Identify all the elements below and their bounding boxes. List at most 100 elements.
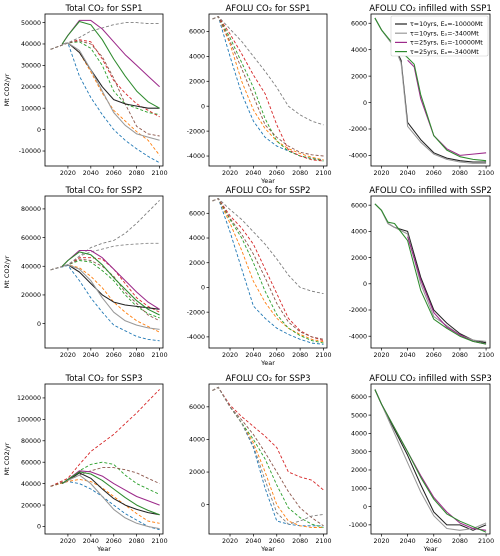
series-line-2 [374, 389, 487, 531]
chart-title: AFOLU CO₂ for SSP1 [225, 4, 310, 14]
x-axis-label: Year [423, 545, 438, 552]
series-line-1 [50, 481, 160, 531]
series-line-6 [212, 386, 324, 525]
x-tick-label: 2100 [315, 538, 331, 545]
chart-panel-8: 2020 2040 2060 2080 2100 0 2000 4000 6000 AFOLU C… [189, 374, 332, 553]
x-tick-label: 2020 [60, 170, 76, 177]
x-tick-label: 2060 [426, 352, 442, 359]
series-line-1 [50, 265, 160, 342]
y-axis-label: Mt CO2/yr [3, 255, 11, 288]
y-tick-label: 6000 [189, 211, 205, 218]
y-tick-label: 6000 [351, 394, 367, 401]
y-tick-label: -4000 [187, 334, 205, 341]
x-tick-label: 2040 [400, 538, 416, 545]
series-group [50, 19, 160, 164]
y-tick-label: -4000 [349, 333, 367, 340]
y-tick-label: 20000 [21, 502, 41, 509]
y-tick-label: 2000 [351, 255, 367, 262]
y-tick-label: 4000 [351, 431, 367, 438]
y-tick-label: -2000 [349, 307, 367, 314]
plot-frame [44, 13, 164, 167]
series-line-4 [374, 389, 487, 533]
y-tick-label: 20000 [21, 292, 41, 299]
y-axis-label: Mt CO2/yr [3, 73, 11, 106]
series-line-4 [212, 386, 324, 491]
legend-box [390, 15, 489, 57]
x-tick-label: 2080 [292, 170, 308, 177]
y-tick-label: 2000 [189, 78, 205, 85]
chart-panel-9: 2020 2040 2060 2080 2100 -1000 0 1000 2000 3000 40… [349, 374, 494, 553]
y-tick-label: 120000 [17, 395, 41, 402]
y-tick-label: 2000 [351, 467, 367, 474]
y-tick-label: 0 [363, 504, 367, 511]
y-tick-label: 0 [201, 502, 205, 509]
x-tick-label: 2020 [373, 170, 389, 177]
series-line-3 [212, 16, 324, 162]
series-line-5 [212, 16, 324, 157]
x-tick-label: 2020 [60, 352, 76, 359]
x-tick-label: 2080 [452, 538, 468, 545]
x-tick-label: 2080 [452, 352, 468, 359]
y-tick-label: 0 [363, 100, 367, 107]
legend-label: τ=25yrs, Eₒ=-10000Mt [410, 40, 483, 47]
x-tick-label: 2080 [292, 538, 308, 545]
x-tick-label: 2040 [83, 352, 99, 359]
chart-panel-6: 2020 2040 2060 2080 2100 -4000 -2000 0 2000 4000 6… [349, 186, 494, 359]
y-tick-label: 40000 [21, 263, 41, 270]
chart-panel-3: 2020 2040 2060 2080 2100 -4000 -2000 0 2000 4000 6… [349, 4, 494, 177]
y-tick-label: 6000 [351, 202, 367, 209]
series-line-4 [374, 17, 487, 162]
series-line-6 [50, 22, 160, 50]
series-line-8 [62, 42, 160, 141]
series-group [374, 17, 487, 164]
x-tick-label: 2100 [152, 538, 168, 545]
y-tick-label: 0 [363, 281, 367, 288]
y-tick-label: 0 [37, 524, 41, 531]
x-tick-label: 2100 [152, 170, 168, 177]
x-tick-label: 2040 [400, 170, 416, 177]
legend-label: τ=10yrs, Eₒ=-3400Mt [410, 30, 479, 37]
chart-panel-2: 2020 2040 2060 2080 2100 -4000 -2000 0 2000 4000 6… [187, 4, 332, 185]
series-group [374, 389, 487, 533]
x-tick-label: 2080 [292, 352, 308, 359]
x-axis-label: Year [260, 545, 275, 552]
x-tick-label: 2080 [129, 538, 145, 545]
series-line-2 [374, 17, 487, 164]
x-tick-label: 2020 [222, 538, 238, 545]
series-line-4 [50, 389, 160, 487]
series-line-6 [50, 199, 160, 271]
x-tick-label: 2040 [400, 352, 416, 359]
y-tick-label: 50000 [21, 20, 41, 27]
y-tick-label: 1000 [351, 485, 367, 492]
series-line-3 [212, 198, 324, 344]
y-tick-label: 80000 [21, 438, 41, 445]
y-tick-label: 3000 [351, 449, 367, 456]
chart-title: AFOLU CO₂ for SSP3 [225, 374, 310, 384]
series-line-4 [50, 39, 160, 118]
plot-frame [208, 383, 328, 535]
series-line-1 [50, 42, 160, 164]
y-tick-label: 40000 [21, 481, 41, 488]
series-line-4 [212, 16, 324, 162]
series-line-6 [61, 472, 160, 516]
y-tick-label: 2000 [351, 73, 367, 80]
x-tick-label: 2060 [106, 352, 122, 359]
x-tick-label: 2060 [269, 538, 285, 545]
series-line-2 [374, 203, 487, 342]
y-tick-label: -2000 [349, 126, 367, 133]
x-tick-label: 2080 [129, 352, 145, 359]
series-line-4 [374, 203, 487, 345]
y-tick-label: -2000 [187, 309, 205, 316]
series-line-1 [212, 198, 324, 345]
series-line-2 [212, 16, 324, 161]
plot-frame [370, 383, 491, 535]
series-line-5 [50, 467, 160, 487]
chart-panel-4: 2020 2040 2060 2080 2100 0 20000 40000 60000 8000… [3, 186, 168, 359]
series-line-7 [62, 42, 160, 109]
chart-title: Total CO₂ for SSP1 [64, 4, 142, 14]
y-tick-label: 100000 [17, 417, 41, 424]
x-axis-label: Year [260, 359, 275, 367]
y-tick-label: 2000 [189, 469, 205, 476]
y-tick-label: 2000 [189, 260, 205, 267]
